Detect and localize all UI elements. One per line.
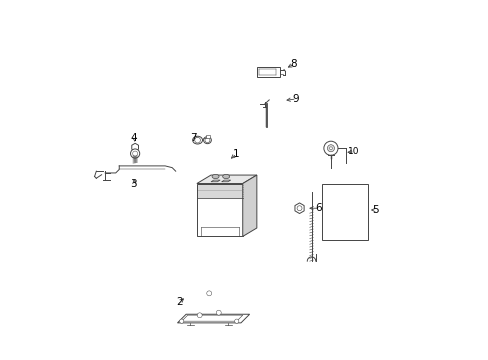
- Polygon shape: [177, 314, 249, 323]
- Circle shape: [130, 149, 140, 158]
- Ellipse shape: [222, 174, 229, 179]
- Circle shape: [296, 206, 302, 211]
- Circle shape: [329, 147, 332, 150]
- Ellipse shape: [192, 136, 202, 144]
- Text: 3: 3: [130, 179, 137, 189]
- Text: 8: 8: [290, 59, 297, 68]
- Text: 4: 4: [130, 133, 137, 143]
- Text: 9: 9: [292, 94, 298, 104]
- Ellipse shape: [212, 174, 219, 179]
- Polygon shape: [221, 180, 230, 182]
- Circle shape: [327, 145, 334, 152]
- Polygon shape: [182, 315, 243, 321]
- Text: 5: 5: [371, 205, 378, 215]
- Text: 7: 7: [190, 133, 196, 143]
- Circle shape: [323, 141, 337, 155]
- Ellipse shape: [203, 136, 211, 144]
- Text: 1: 1: [232, 149, 239, 158]
- Circle shape: [204, 138, 209, 143]
- Bar: [197, 184, 242, 237]
- Text: 6: 6: [315, 203, 321, 213]
- Circle shape: [197, 313, 202, 318]
- Circle shape: [206, 291, 211, 296]
- Bar: [205, 135, 209, 138]
- Circle shape: [179, 319, 183, 323]
- Circle shape: [234, 319, 238, 323]
- Polygon shape: [242, 175, 256, 237]
- Circle shape: [194, 137, 200, 143]
- Circle shape: [216, 310, 221, 315]
- Bar: [322, 184, 367, 240]
- Text: 10: 10: [347, 147, 359, 156]
- Circle shape: [132, 151, 137, 156]
- Bar: [256, 67, 279, 77]
- Polygon shape: [197, 175, 256, 184]
- Text: 2: 2: [176, 297, 182, 307]
- Polygon shape: [210, 180, 220, 182]
